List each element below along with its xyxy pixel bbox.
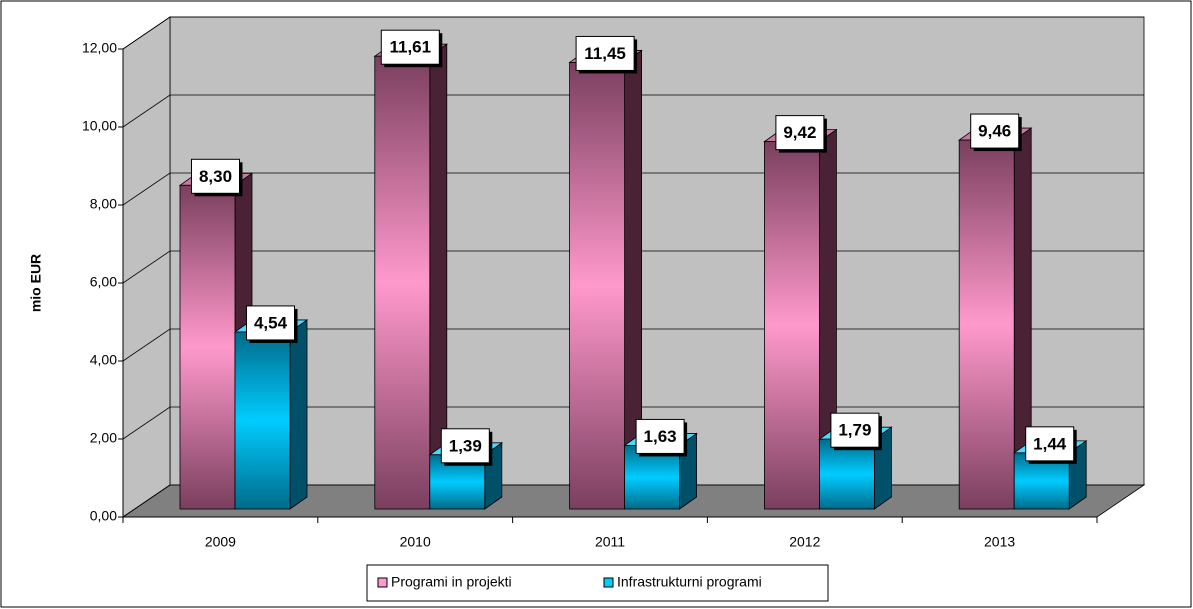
value-label-box — [440, 428, 490, 464]
value-label: 1,79 — [838, 421, 871, 440]
value-label: 8,30 — [199, 167, 232, 186]
y-tick-label: 8,00 — [90, 196, 117, 212]
value-label: 11,61 — [389, 38, 431, 57]
grid-line — [122, 16, 1144, 50]
bar-side — [289, 319, 308, 510]
y-axis-label: mio EUR — [28, 254, 44, 312]
x-tick-label: 2012 — [789, 534, 820, 550]
y-tick-label: 0,00 — [90, 508, 117, 524]
bar — [234, 331, 291, 510]
value-label-box — [635, 418, 685, 454]
legend-swatch — [603, 577, 614, 588]
bar — [958, 139, 1015, 510]
value-label: 4,54 — [254, 313, 288, 332]
value-label-box — [575, 35, 635, 71]
value-label: 11,45 — [584, 44, 626, 63]
y-tick-label: 12,00 — [82, 40, 117, 56]
value-label-box — [970, 113, 1020, 149]
value-label: 1,44 — [1033, 434, 1067, 453]
x-tick-label: 2009 — [205, 534, 236, 550]
x-tick-label: 2013 — [984, 534, 1015, 550]
value-label: 9,42 — [783, 123, 816, 142]
y-tick-label: 2,00 — [90, 430, 117, 446]
y-tick-label: 10,00 — [82, 118, 117, 134]
bar — [179, 184, 236, 510]
legend-label: Programi in projekti — [391, 574, 512, 590]
legend-swatch — [377, 577, 388, 588]
value-label-box — [775, 115, 825, 151]
value-label: 9,46 — [978, 122, 1011, 141]
value-label-box — [246, 305, 295, 341]
y-tick-label: 6,00 — [90, 274, 117, 290]
bar — [764, 141, 820, 510]
value-label-box — [380, 29, 440, 65]
legend — [366, 564, 829, 602]
legend-label: Infrastrukturni programi — [617, 574, 762, 590]
x-tick-label: 2011 — [595, 534, 625, 550]
value-label-box — [1025, 426, 1075, 462]
value-label: 1,39 — [449, 436, 482, 455]
bar — [569, 62, 625, 510]
value-label-box — [191, 158, 240, 194]
value-label: 1,63 — [644, 427, 677, 446]
x-tick-label: 2010 — [400, 534, 431, 550]
grid-line — [122, 94, 1144, 128]
y-tick-label: 4,00 — [90, 352, 117, 368]
bar — [374, 55, 431, 510]
bar — [819, 438, 875, 510]
value-label-box — [830, 412, 880, 448]
